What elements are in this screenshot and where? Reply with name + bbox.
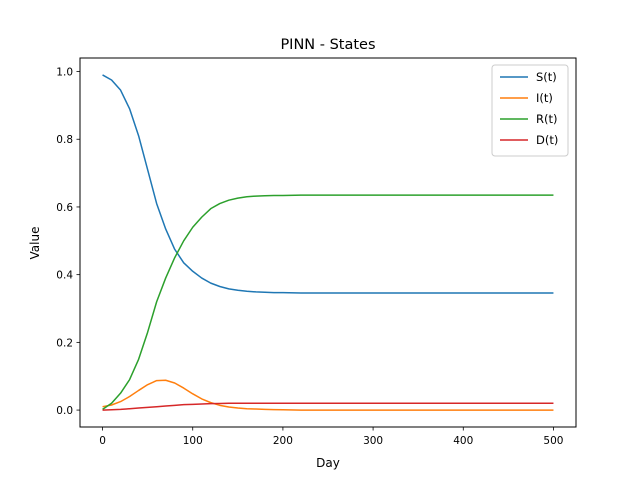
y-tick-label-1: 0.2 xyxy=(56,337,73,349)
y-axis-label: Value xyxy=(28,227,42,260)
plot-lines xyxy=(102,74,554,411)
chart-title: PINN - States xyxy=(280,37,375,53)
y-tick-label-2: 0.4 xyxy=(56,270,73,282)
series-line-1 xyxy=(102,379,554,411)
x-tick-label-0: 0 xyxy=(99,435,106,447)
y-tick-label-5: 1.0 xyxy=(56,67,73,79)
x-tick-label-2: 200 xyxy=(273,435,293,447)
y-tick-label-3: 0.6 xyxy=(56,202,73,214)
legend-label-1: I(t) xyxy=(536,91,553,105)
y-tick-label-4: 0.8 xyxy=(56,134,73,146)
plot-frame xyxy=(79,57,577,428)
x-tick-label-5: 500 xyxy=(543,435,563,447)
legend-label-0: S(t) xyxy=(536,70,557,84)
series-line-3 xyxy=(102,402,554,411)
y-tick-label-0: 0.0 xyxy=(56,405,73,417)
y-axis-ticks: 0.0 0.2 0.4 0.6 0.8 1.0 xyxy=(56,67,80,417)
x-tick-label-3: 300 xyxy=(363,435,383,447)
x-axis-label: Day xyxy=(316,456,340,470)
legend-label-3: D(t) xyxy=(536,133,558,147)
x-tick-label-1: 100 xyxy=(183,435,203,447)
legend-label-2: R(t) xyxy=(536,112,557,126)
legend-box xyxy=(491,64,569,157)
x-tick-label-4: 400 xyxy=(453,435,473,447)
series-line-2 xyxy=(102,194,554,411)
legend: S(t) I(t) R(t) D(t) xyxy=(491,64,569,157)
series-line-0 xyxy=(102,74,554,294)
x-axis-ticks: 0 100 200 300 400 500 xyxy=(99,427,563,447)
